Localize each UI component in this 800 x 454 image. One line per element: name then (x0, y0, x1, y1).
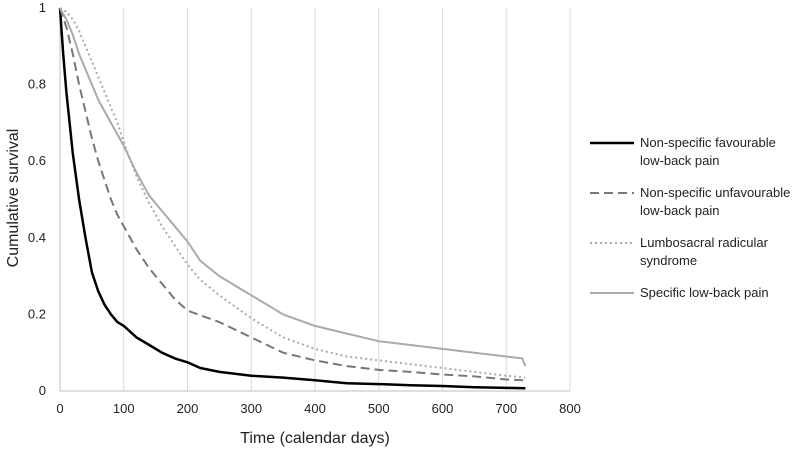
legend-label: low-back pain (640, 153, 720, 168)
legend-label: Non-specific unfavourable (640, 185, 790, 200)
legend-label: Lumbosacral radicular (640, 235, 769, 250)
y-tick-label: 1 (39, 0, 46, 15)
legend-item-4: Specific low-back pain (590, 285, 769, 300)
x-tick-label: 600 (432, 401, 454, 416)
series-line-3 (59, 7, 526, 379)
y-axis-title: Cumulative survival (5, 129, 22, 268)
series-lines (58, 7, 527, 390)
legend-label: syndrome (640, 253, 697, 268)
x-axis-title: Time (calendar days) (240, 430, 390, 447)
series-line-2 (59, 7, 526, 382)
x-tick-label: 700 (495, 401, 517, 416)
y-tick-label: 0.8 (28, 77, 46, 92)
grid (123, 8, 571, 391)
y-tick-label: 0 (39, 383, 46, 398)
x-tick-label: 300 (240, 401, 262, 416)
y-tick-label: 0.2 (28, 306, 46, 321)
legend-label: Specific low-back pain (640, 285, 769, 300)
legend-label: Non-specific favourable (640, 135, 776, 150)
x-tick-label: 200 (177, 401, 199, 416)
series-line-4 (59, 7, 527, 367)
legend-label: low-back pain (640, 203, 720, 218)
legend-item-1: Non-specific favourable low-back pain (590, 135, 776, 168)
y-tick-label: 0.6 (28, 153, 46, 168)
y-tick-label: 0.4 (28, 230, 46, 245)
x-tick-label: 0 (56, 401, 63, 416)
x-tick-label: 400 (304, 401, 326, 416)
axes (59, 8, 570, 392)
legend-item-2: Non-specific unfavourable low-back pain (590, 185, 790, 218)
tick-labels: 0 100 200 300 400 500 600 700 800 0 0.2 0.4 0.6 0.8 1 (28, 0, 581, 416)
x-tick-label: 800 (559, 401, 581, 416)
series-line-1 (58, 7, 526, 390)
x-tick-label: 500 (368, 401, 390, 416)
legend-item-3: Lumbosacral radicular syndrome (590, 235, 769, 268)
x-tick-label: 100 (113, 401, 135, 416)
